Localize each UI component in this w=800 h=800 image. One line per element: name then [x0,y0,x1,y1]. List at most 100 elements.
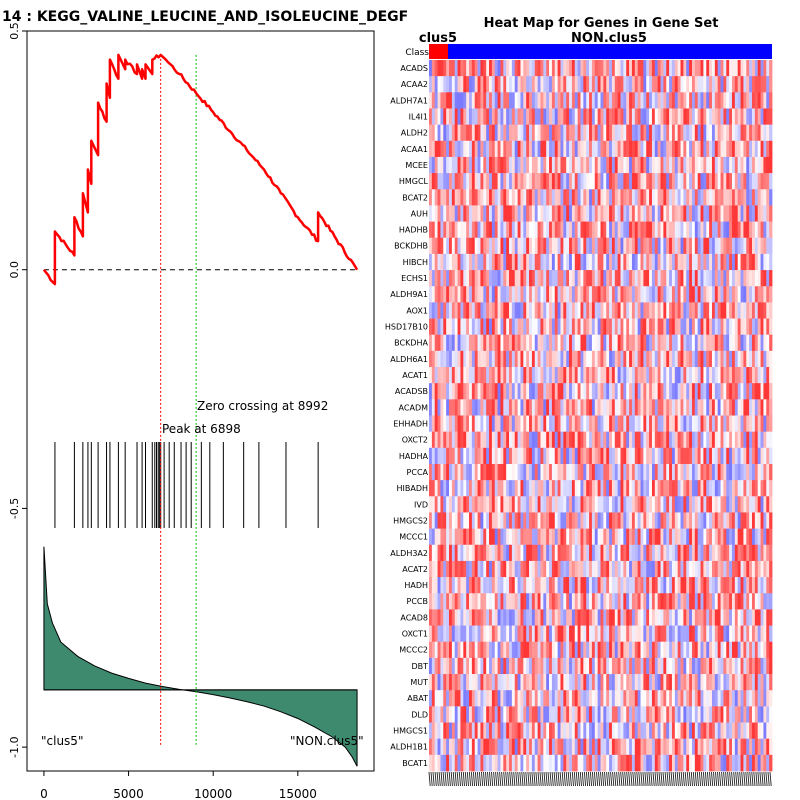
heatmap-cell [537,560,541,578]
heatmap-cell [457,657,461,675]
heatmap-cell [509,318,513,336]
heatmap-cell [706,657,710,675]
heatmap-cell [609,350,613,368]
heatmap-cell [766,156,770,174]
heatmap-cell [574,108,579,126]
heatmap-cell [594,463,599,481]
heatmap-cell [540,189,544,206]
heatmap-cell [437,706,441,723]
heatmap-cell [503,189,507,206]
heatmap-cell [617,690,621,707]
heatmap-cell [480,189,484,206]
heatmap-cell [646,496,650,513]
heatmap-cell [483,270,487,287]
heatmap-cell [703,253,707,271]
heatmap-cell [766,383,770,400]
heatmap-cell [751,302,756,319]
heatmap-cell [597,560,601,578]
heatmap-cell [566,334,570,352]
heatmap-cell [580,625,584,643]
heatmap-cell [540,383,544,400]
heatmap-cell [609,544,613,562]
heatmap-cell [606,318,610,336]
heatmap-cell [620,189,624,206]
heatmap-cell [449,399,453,416]
heatmap-cell [643,496,647,513]
heatmap-cell [654,76,659,93]
heatmap-cell [431,270,436,287]
heatmap-cell [554,350,559,368]
heatmap-cell [534,140,539,158]
heatmap-cell [474,399,478,416]
heatmap-cell [466,205,470,222]
heatmap-cell [640,189,644,206]
heatmap-cell [757,286,761,303]
heatmap-cell [469,463,473,481]
heatmap-cell [703,205,707,222]
heatmap-cell [743,140,747,158]
heatmap-cell [571,609,576,626]
heatmap-cell [457,92,461,109]
heatmap-cell [763,367,767,384]
heatmap-cell [546,60,550,77]
heatmap-cell [451,156,456,174]
heatmap-cell [600,577,604,594]
heatmap-cell [480,480,484,497]
heatmap-cell [749,367,753,384]
heatmap-cell [751,609,756,626]
heatmap-cell [583,480,587,497]
heatmap-cell [537,593,541,610]
heatmap-cell [551,641,556,659]
heatmap-cell [669,641,673,659]
heatmap-cell [469,415,473,433]
heatmap-cell [500,657,504,675]
heatmap-cell [711,512,716,530]
heatmap-cell [500,237,504,255]
heatmap-cell [491,205,496,222]
heatmap-cell [489,173,493,190]
heatmap-cell [683,350,687,368]
heatmap-cell [517,431,521,449]
heatmap-cell [523,367,527,384]
heatmap-cell [660,528,664,546]
heatmap-cell [691,334,696,352]
heatmap-cell [654,221,659,239]
heatmap-cell [454,625,458,643]
heatmap-cell [714,415,719,433]
heatmap-cell [486,173,490,190]
heatmap-cell [757,577,761,594]
heatmap-cell [474,173,478,190]
heatmap-cell [514,189,519,206]
heatmap-cell [486,674,490,691]
heatmap-cell [669,205,673,222]
heatmap-cell [451,593,456,610]
heatmap-cell [746,253,750,271]
heatmap-cell [589,383,593,400]
heatmap-cell [434,367,438,384]
heatmap-cell [609,383,613,400]
heatmap-cell [611,350,616,368]
heatmap-cell [463,76,467,93]
heatmap-cell [626,577,630,594]
heatmap-cell [663,173,667,190]
heatmap-cell [494,593,498,610]
heatmap-cell [626,674,630,691]
heatmap-cell [529,221,533,239]
heatmap-cell [671,334,676,352]
heatmap-cell [617,447,621,465]
heatmap-cell [697,447,701,465]
heatmap-cell [580,76,584,93]
heatmap-cell [637,577,641,594]
heatmap-cell [531,625,536,643]
heatmap-cell [460,124,464,142]
heatmap-cell [449,512,453,530]
heatmap-cell [491,625,496,643]
heatmap-cell [740,189,744,206]
heatmap-cell [480,625,484,643]
heatmap-cell [731,221,736,239]
heatmap-cell [437,367,441,384]
heatmap-cell [769,318,773,336]
heatmap-cell [571,350,576,368]
heatmap-cell [669,286,673,303]
heatmap-cell [734,383,739,400]
